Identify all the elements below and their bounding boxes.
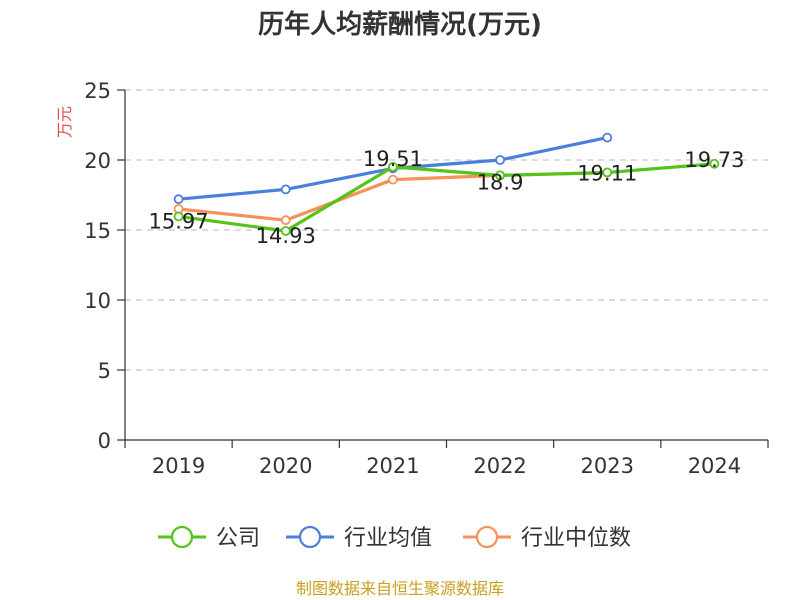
data-point[interactable] [173, 211, 184, 222]
x-tick-label: 2024 [688, 454, 741, 478]
data-point[interactable] [280, 226, 291, 236]
grid-lines [125, 89, 768, 371]
data-label: 19.11 [577, 161, 637, 185]
data-label: 19.73 [684, 148, 744, 172]
data-point[interactable] [602, 167, 613, 178]
data-point[interactable] [709, 158, 720, 169]
data-label: 18.9 [477, 170, 524, 194]
axes: 0 5 10 15 20 25 2019 2020 2021 2022 2023 2024 [84, 79, 769, 478]
legend-marker [170, 525, 194, 549]
y-tick-label: 25 [84, 79, 111, 103]
legend[interactable]: 公司 行业均值 行业中位数 [158, 525, 631, 551]
data-point[interactable] [388, 161, 398, 172]
legend-marker [475, 525, 499, 549]
legend-label: 公司 [216, 526, 260, 551]
legend-marker [298, 525, 322, 549]
y-tick-label: 20 [84, 149, 111, 173]
legend-item-2[interactable]: 行业中位数 [463, 525, 631, 551]
data-point[interactable] [280, 215, 291, 226]
legend-item-1[interactable]: 行业均值 [286, 525, 432, 551]
data-point[interactable] [388, 174, 398, 185]
y-tick-label: 5 [98, 359, 111, 383]
legend-label: 行业中位数 [521, 526, 631, 551]
x-tick-label: 2021 [366, 454, 419, 478]
x-tick-label: 2019 [152, 454, 205, 478]
chart-title: 历年人均薪酬情况(万元) [258, 9, 542, 40]
x-tick-label: 2023 [581, 454, 634, 478]
source-note: 制图数据来自恒生聚源数据库 [296, 579, 504, 598]
legend-item-0[interactable]: 公司 [158, 525, 260, 551]
y-tick-label: 10 [84, 289, 111, 313]
series-line-0 [178, 162, 715, 233]
data-point[interactable] [495, 155, 505, 165]
series-lines [173, 132, 720, 236]
data-label: 19.51 [363, 147, 423, 171]
data-point[interactable] [602, 132, 613, 143]
x-tick-label: 2020 [259, 454, 312, 478]
y-tick-label: 0 [98, 429, 111, 453]
x-tick-label: 2022 [473, 454, 526, 478]
y-axis-label: 万元 [55, 106, 74, 138]
data-labels: 15.97 14.93 19.51 18.9 19.11 19.73 [149, 147, 745, 248]
y-tick-label: 15 [84, 219, 111, 243]
data-label: 14.93 [256, 224, 316, 248]
legend-label: 行业均值 [344, 526, 432, 551]
data-point[interactable] [495, 170, 505, 181]
data-point[interactable] [173, 194, 184, 205]
data-point[interactable] [280, 184, 291, 195]
data-label: 15.97 [149, 209, 209, 233]
